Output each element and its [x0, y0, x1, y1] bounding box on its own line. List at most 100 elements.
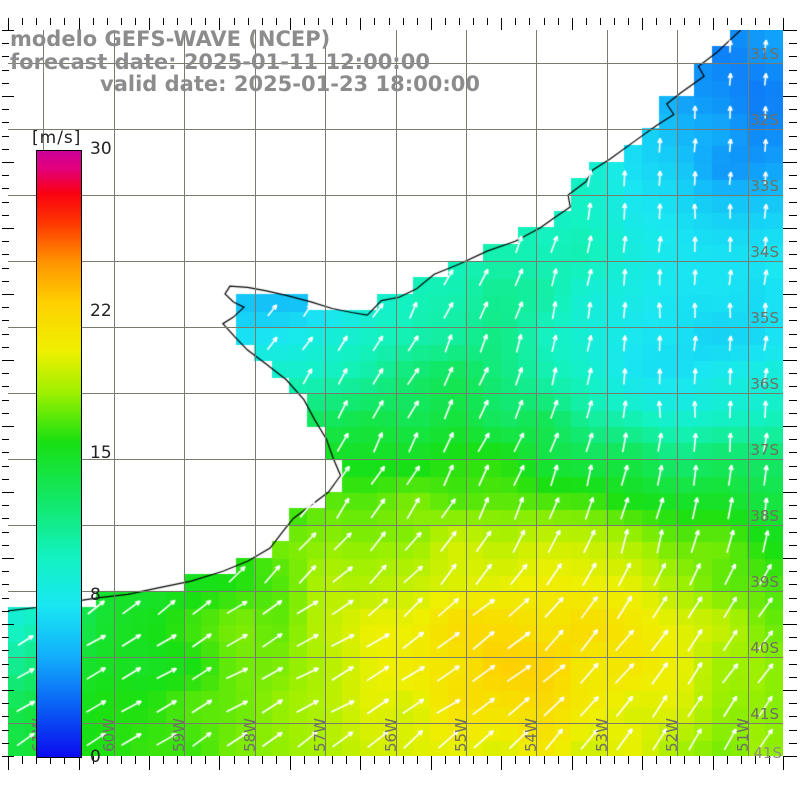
axis-tick	[430, 18, 432, 30]
axis-tick	[2, 280, 9, 282]
axis-tick	[2, 148, 9, 150]
axis-tick	[416, 756, 418, 764]
axis-tick	[768, 756, 770, 764]
colorbar-tick-0: 0	[90, 747, 101, 767]
axis-tick	[789, 254, 797, 256]
grid-parallel-40S	[8, 657, 783, 658]
axis-tick	[148, 18, 150, 30]
axis-tick	[740, 18, 742, 25]
axis-tick	[789, 663, 797, 665]
axis-tick	[2, 188, 9, 190]
axis-tick	[783, 690, 797, 691]
axis-tick	[789, 201, 797, 203]
axis-tick	[789, 531, 797, 533]
axis-tick	[444, 756, 446, 764]
axis-tick	[177, 18, 179, 25]
axis-tick	[684, 18, 686, 25]
axis-tick	[191, 18, 193, 25]
axis-tick	[789, 333, 797, 335]
axis-tick	[599, 756, 601, 764]
axis-tick	[346, 756, 348, 764]
bottom-axis-ticks	[8, 756, 784, 770]
axis-tick	[2, 320, 9, 322]
axis-tick	[303, 756, 305, 764]
axis-tick	[219, 18, 221, 30]
axis-tick	[789, 122, 797, 124]
axis-tick	[275, 756, 277, 764]
axis-tick	[2, 505, 9, 507]
axis-tick	[684, 756, 686, 764]
axis-tick	[402, 18, 404, 25]
axis-tick	[2, 201, 9, 203]
axis-tick	[2, 492, 14, 493]
axis-tick	[789, 135, 797, 137]
axis-tick	[789, 373, 797, 375]
axis-tick	[789, 346, 797, 348]
axis-tick	[529, 18, 531, 25]
axis-tick	[219, 756, 221, 770]
axis-tick	[2, 333, 9, 335]
axis-tick	[789, 518, 797, 520]
axis-tick	[78, 756, 80, 770]
axis-tick	[789, 571, 797, 573]
axis-tick	[2, 452, 9, 454]
axis-tick	[444, 18, 446, 25]
axis-tick	[360, 756, 362, 770]
axis-tick	[2, 663, 9, 665]
axis-tick	[2, 597, 9, 599]
axis-tick	[346, 18, 348, 25]
axis-tick	[2, 703, 9, 705]
left-axis-ticks	[2, 30, 16, 757]
axis-tick	[789, 280, 797, 282]
axis-tick	[2, 465, 9, 467]
axis-tick	[557, 756, 559, 764]
axis-tick	[783, 30, 797, 31]
axis-tick	[613, 18, 615, 25]
axis-tick	[698, 756, 700, 764]
axis-tick	[191, 756, 193, 764]
axis-tick	[247, 756, 249, 764]
axis-tick	[698, 18, 700, 25]
axis-tick	[2, 162, 14, 163]
axis-tick	[64, 18, 66, 25]
axis-tick	[2, 610, 9, 612]
axis-tick	[2, 360, 14, 361]
axis-tick	[789, 439, 797, 441]
grid-parallel-39S	[8, 591, 783, 592]
grid-parallel-35S	[8, 327, 783, 328]
axis-tick	[2, 584, 9, 586]
axis-tick	[2, 294, 14, 295]
axis-tick	[388, 18, 390, 25]
axis-tick	[501, 18, 503, 30]
axis-tick	[148, 756, 150, 770]
axis-tick	[789, 386, 797, 388]
grid-parallel-31S	[8, 63, 783, 64]
axis-tick	[783, 18, 784, 30]
axis-tick	[416, 18, 418, 25]
map-plot-area[interactable]: 61W60W59W58W57W56W55W54W53W52W51W 31S32S…	[8, 30, 783, 756]
grid-parallel-38S	[8, 525, 783, 526]
axis-tick	[789, 241, 797, 243]
axis-tick	[789, 399, 797, 401]
axis-tick	[656, 18, 658, 25]
axis-tick	[783, 162, 797, 163]
axis-tick	[642, 18, 644, 30]
axis-tick	[332, 756, 334, 764]
axis-tick	[2, 175, 9, 177]
axis-tick	[2, 267, 9, 269]
axis-tick	[670, 18, 672, 25]
axis-tick	[2, 214, 9, 216]
axis-tick	[529, 756, 531, 764]
axis-tick	[783, 492, 797, 493]
axis-tick	[789, 729, 797, 731]
axis-tick	[571, 18, 573, 30]
axis-tick	[726, 18, 728, 25]
axis-tick	[789, 43, 797, 45]
corner-latitude-note: 41S	[753, 744, 782, 762]
axis-tick	[2, 650, 9, 652]
axis-tick	[473, 18, 474, 25]
axis-tick	[2, 756, 14, 757]
axis-tick	[768, 18, 770, 25]
axis-tick	[783, 294, 797, 295]
axis-tick	[789, 544, 797, 546]
